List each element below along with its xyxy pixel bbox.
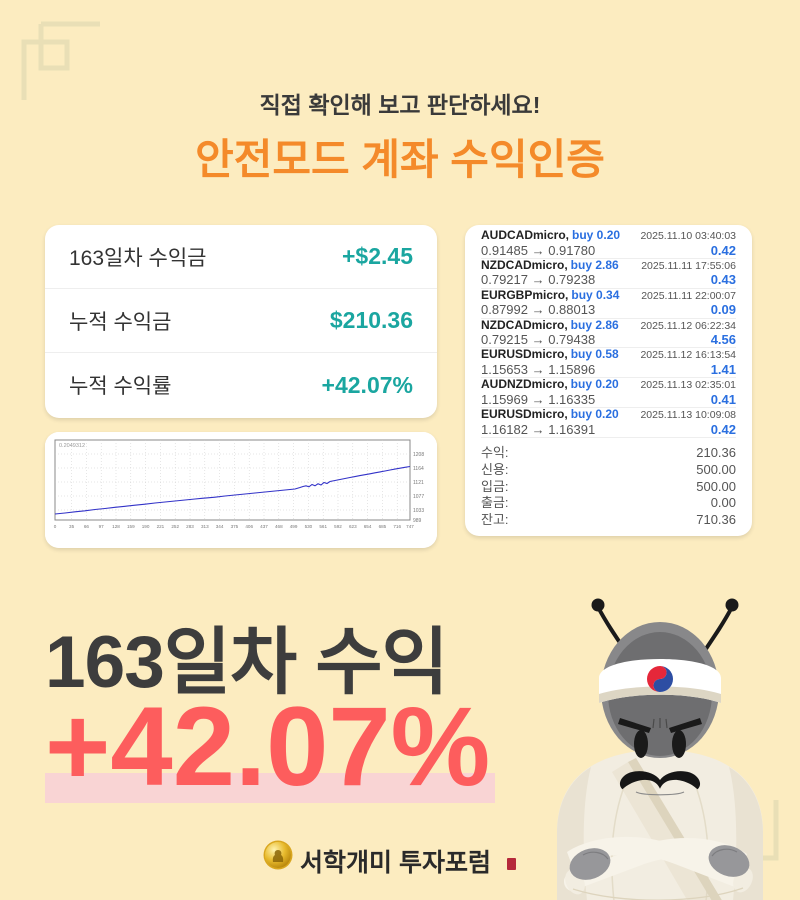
svg-text:221: 221 xyxy=(157,524,165,529)
svg-text:623: 623 xyxy=(349,524,357,529)
svg-text:437: 437 xyxy=(260,524,268,529)
svg-text:592: 592 xyxy=(334,524,342,529)
svg-text:468: 468 xyxy=(275,524,283,529)
svg-text:530: 530 xyxy=(305,524,313,529)
svg-text:1077: 1077 xyxy=(413,494,424,500)
svg-text:406: 406 xyxy=(245,524,253,529)
svg-text:654: 654 xyxy=(364,524,372,529)
svg-text:190: 190 xyxy=(142,524,150,529)
svg-text:1208: 1208 xyxy=(413,452,424,458)
svg-text:0: 0 xyxy=(54,524,57,529)
svg-text:283: 283 xyxy=(186,524,194,529)
svg-text:1164: 1164 xyxy=(413,466,424,472)
svg-text:1121: 1121 xyxy=(413,480,424,486)
svg-text:375: 375 xyxy=(231,524,239,529)
svg-text:35: 35 xyxy=(69,524,75,529)
svg-text:252: 252 xyxy=(171,524,179,529)
svg-text:97: 97 xyxy=(99,524,105,529)
svg-text:313: 313 xyxy=(201,524,209,529)
svg-text:499: 499 xyxy=(290,524,298,529)
svg-text:1033: 1033 xyxy=(413,508,424,514)
svg-text:159: 159 xyxy=(127,524,135,529)
svg-text:716: 716 xyxy=(393,524,401,529)
svg-text:0.2049312: 0.2049312 xyxy=(59,443,85,449)
svg-text:561: 561 xyxy=(319,524,327,529)
svg-text:66: 66 xyxy=(84,524,90,529)
svg-text:344: 344 xyxy=(216,524,224,529)
svg-text:685: 685 xyxy=(379,524,387,529)
svg-text:747: 747 xyxy=(406,524,414,529)
svg-text:128: 128 xyxy=(112,524,120,529)
svg-text:989: 989 xyxy=(413,518,422,524)
